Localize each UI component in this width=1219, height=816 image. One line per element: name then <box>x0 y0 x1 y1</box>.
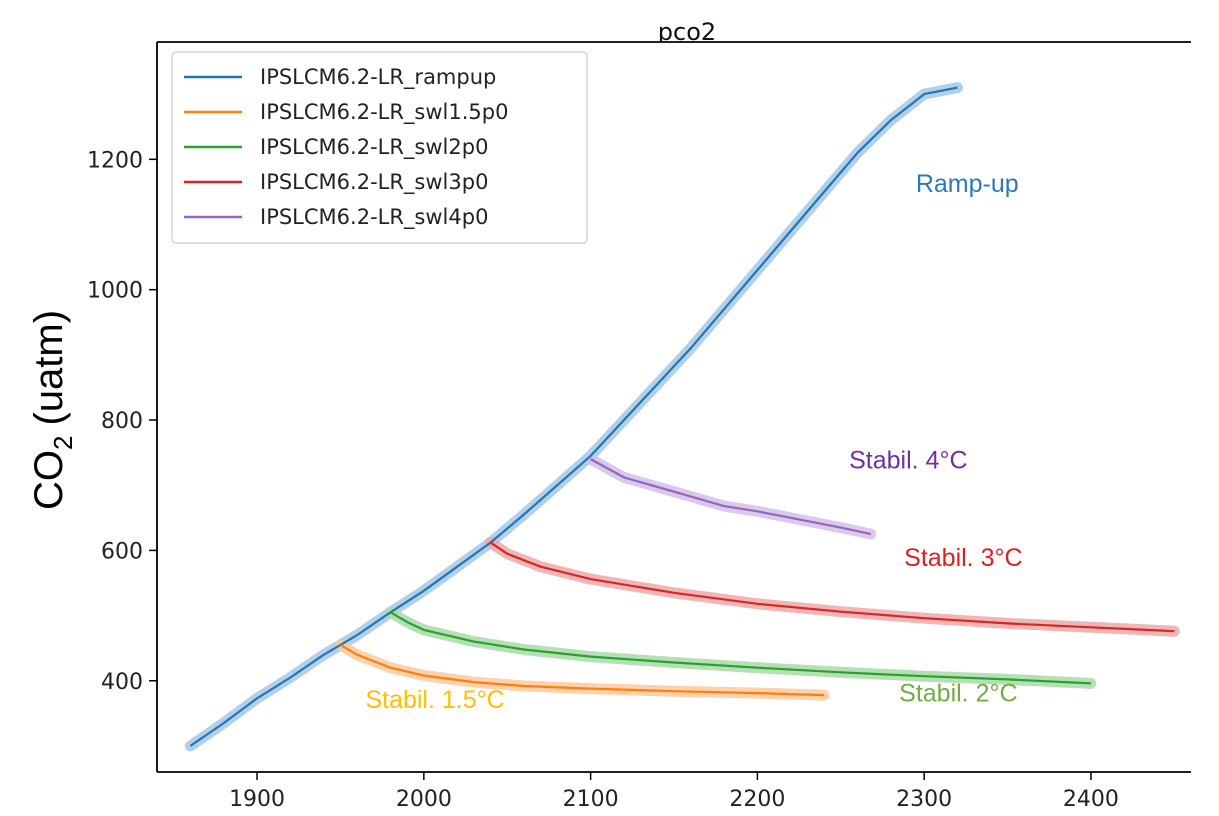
series-line-4 <box>590 458 872 536</box>
x-tick-label-1900: 1900 <box>229 787 285 812</box>
x-tick-label-2400: 2400 <box>1063 787 1119 812</box>
legend-label-3: IPSLCM6.2-LR_swl3p0 <box>260 170 488 195</box>
annotation-4: Stabil. 2°C <box>899 680 1017 708</box>
y-tick-label-1000: 1000 <box>87 279 143 304</box>
legend-label-1: IPSLCM6.2-LR_swl1.5p0 <box>260 100 508 125</box>
legend-box <box>171 51 588 244</box>
y-tick-label-1200: 1200 <box>87 148 143 173</box>
y-axis-label-subscript: 2 <box>48 436 78 450</box>
y-axis-label-unit: (uatm) <box>27 310 71 426</box>
legend-label-4: IPSLCM6.2-LR_swl4p0 <box>260 205 488 230</box>
x-tick-label-2000: 2000 <box>396 787 452 812</box>
x-tick-label-2100: 2100 <box>563 787 619 812</box>
y-axis-label: CO2 (uatm) <box>27 310 78 510</box>
annotation-1: Stabil. 4°C <box>849 446 967 474</box>
x-tick-label-2200: 2200 <box>729 787 785 812</box>
y-tick-label-600: 600 <box>101 539 143 564</box>
y-axis-label-co: CO <box>27 450 71 510</box>
annotation-3: Stabil. 1.5°C <box>365 686 504 714</box>
series-line-1 <box>339 643 825 697</box>
y-tick-label-800: 800 <box>101 409 143 434</box>
x-tick-label-2300: 2300 <box>896 787 952 812</box>
legend: IPSLCM6.2-LR_rampup IPSLCM6.2-LR_swl1.5p0… <box>171 51 588 244</box>
legend-label-0: IPSLCM6.2-LR_rampup <box>260 65 496 90</box>
series-line-0 <box>189 86 958 747</box>
annotation-2: Stabil. 3°C <box>904 544 1022 572</box>
series-line-3 <box>489 541 1175 633</box>
legend-label-2: IPSLCM6.2-LR_swl2p0 <box>260 135 488 160</box>
axes: 1900 2000 2100 2200 2300 2400 400 600 800 1000 120… <box>87 41 1191 812</box>
series-line-2 <box>389 611 1091 685</box>
y-tick-label-400: 400 <box>101 670 143 695</box>
annotations: Ramp-up Stabil. 4°C Stabil. 3°C Stabil. 1.5… <box>365 170 1022 714</box>
annotation-0: Ramp-up <box>916 170 1019 198</box>
series-lines <box>189 86 1175 747</box>
